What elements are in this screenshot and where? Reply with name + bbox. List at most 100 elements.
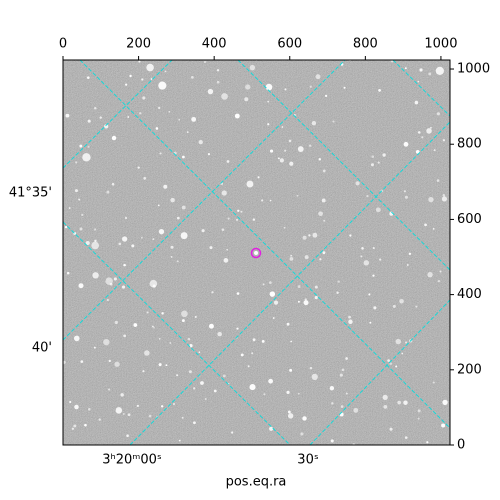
star [203,60,207,64]
star [120,393,124,397]
star [125,83,128,86]
star [235,218,239,221]
star [257,176,260,179]
star [198,351,201,354]
star [262,283,265,286]
star [414,100,419,105]
star [432,227,435,230]
star [439,270,442,273]
x-tick-label: 600 [277,37,302,52]
star [152,238,155,241]
star [426,128,432,134]
star [240,210,243,213]
x-tick-label: 800 [353,37,378,52]
star [408,252,412,255]
star [170,256,173,258]
star [345,357,348,360]
star [289,256,294,261]
star [251,352,254,355]
star [277,157,280,160]
star [389,427,393,431]
star [387,359,390,362]
star [93,346,96,349]
star [169,342,172,344]
star [273,300,279,305]
star [302,235,307,240]
star [375,207,381,213]
star [181,205,186,210]
star [131,244,135,248]
star [149,279,158,288]
stars [63,60,448,445]
grid-line [63,221,291,445]
star [191,116,197,122]
star [114,320,118,325]
star [315,74,321,80]
star [244,97,249,102]
star [369,321,372,324]
star [142,96,146,100]
star [442,139,446,142]
star [404,67,407,70]
star [181,319,185,323]
star [186,131,189,133]
star [221,228,225,231]
star [139,112,142,115]
star [269,149,274,153]
star [309,366,313,370]
star [337,280,340,283]
star [216,80,220,84]
star [81,213,84,216]
target-star [254,251,258,255]
star [323,219,326,222]
y-tick-label: 600 [457,212,482,227]
star [265,83,273,91]
star [221,190,227,196]
star [123,334,127,338]
star [441,423,446,428]
star [397,400,402,405]
star [401,352,404,355]
star [269,426,274,431]
star [122,236,128,242]
star [361,247,364,250]
star [379,258,382,261]
star [172,402,176,406]
star [329,386,335,391]
star [308,234,311,237]
star [279,158,284,163]
star [314,285,318,289]
star [176,260,179,263]
star [157,204,160,207]
star [207,153,211,156]
star [417,80,420,83]
star [87,119,91,123]
star [73,424,77,428]
grid-line [309,299,450,445]
star [107,388,111,391]
star [290,340,292,343]
star [75,161,78,164]
star [308,144,312,147]
star [252,218,256,221]
x-tick-label: 200 [126,37,151,52]
star [289,161,294,166]
star [164,70,167,73]
star [87,145,90,148]
star [123,413,125,415]
star [436,179,440,182]
star [427,271,433,278]
star [94,107,97,110]
star [217,331,222,337]
ra-tick-label: 3ʰ20ᵐ00ˢ [102,453,162,468]
star [268,378,273,384]
star [69,400,72,404]
star [221,93,228,100]
star [281,126,284,128]
star [363,260,370,266]
star [181,416,184,419]
star [378,88,381,92]
star [382,394,388,400]
star [204,398,207,400]
star [79,144,83,148]
